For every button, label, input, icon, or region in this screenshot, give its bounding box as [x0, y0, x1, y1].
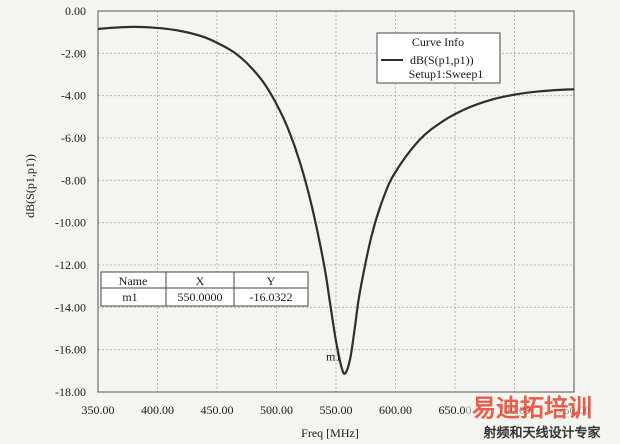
y-tick-label: -6.00 [61, 131, 86, 145]
x-tick-label: 650.00 [439, 403, 472, 417]
grid-lines [97, 10, 575, 393]
watermark-title: 易迪拓培训 [472, 394, 592, 422]
marker-table-box [100, 271, 309, 307]
legend-entry-series: dB(S(p1,p1)) [410, 53, 474, 67]
x-tick-label: 350.00 [82, 403, 115, 417]
marker-label-m1: m1 [326, 349, 341, 363]
marker-table-header-x: X [196, 274, 205, 288]
y-tick-label: -4.00 [61, 89, 86, 103]
watermark-subtitle: 射频和天线设计专家 [482, 425, 601, 441]
watermark: 易迪拓培训 射频和天线设计专家 [466, 394, 620, 444]
legend-box [376, 32, 501, 84]
y-tick-label: -8.00 [61, 173, 86, 187]
x-tick-label: 500.00 [260, 403, 293, 417]
legend-entry-setup: Setup1:Sweep1 [409, 67, 484, 81]
y-tick-label: -10.00 [55, 216, 86, 230]
plot-frame [97, 10, 575, 393]
x-tick-label: 600.00 [379, 403, 412, 417]
marker-table-header-y: Y [267, 274, 276, 288]
marker-table-cell-y: -16.0322 [250, 290, 293, 304]
x-axis-label: Freq [MHz] [301, 426, 359, 440]
y-axis-label: dB(S(p1,p1)) [23, 154, 37, 218]
y-tick-label: -18.00 [55, 385, 86, 399]
series-line-dB-S-p1-p1 [97, 25, 575, 375]
marker-table: Name X Y m1 550.0000 -16.0322 [100, 271, 309, 307]
legend: Curve Info dB(S(p1,p1)) Setup1:Sweep1 [376, 32, 501, 84]
legend-title: Curve Info [412, 35, 464, 49]
y-tick-labels: 0.00 -2.00 -4.00 -6.00 -8.00 -10.00 -12.00 -14.… [55, 4, 86, 399]
marker-table-cell-name: m1 [122, 290, 137, 304]
y-tick-label: -2.00 [61, 46, 86, 60]
x-tick-label: 450.00 [201, 403, 234, 417]
y-tick-label: 0.00 [65, 4, 86, 18]
y-tick-label: -16.00 [55, 343, 86, 357]
x-tick-label: 400.00 [141, 403, 174, 417]
y-tick-label: -12.00 [55, 258, 86, 272]
x-tick-label: 550.00 [320, 403, 353, 417]
marker-table-header-name: Name [119, 274, 148, 288]
marker-table-cell-x: 550.0000 [178, 290, 223, 304]
y-tick-label: -14.00 [55, 300, 86, 314]
